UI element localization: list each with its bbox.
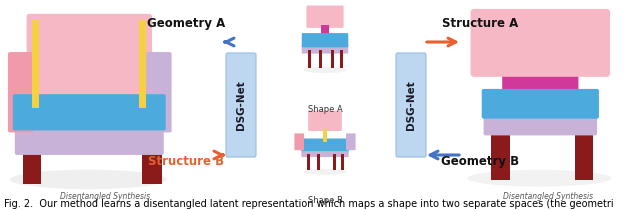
Bar	[321, 25, 329, 37]
Bar	[332, 50, 334, 68]
Text: Disentangled Synthesis: Disentangled Synthesis	[503, 192, 593, 201]
Bar	[317, 154, 319, 170]
Bar	[584, 129, 593, 180]
Text: Structure A: Structure A	[442, 17, 518, 30]
Bar	[22, 150, 35, 184]
FancyBboxPatch shape	[470, 9, 610, 77]
Bar	[340, 50, 343, 68]
FancyBboxPatch shape	[307, 5, 344, 28]
Text: Shape B: Shape B	[308, 196, 342, 205]
FancyBboxPatch shape	[502, 51, 579, 97]
FancyBboxPatch shape	[301, 43, 348, 54]
FancyBboxPatch shape	[301, 147, 349, 157]
Text: Shape A: Shape A	[308, 105, 342, 114]
Text: Fig. 2.  Our method learns a disentangled latent representation which maps a sha: Fig. 2. Our method learns a disentangled…	[4, 199, 614, 209]
Bar	[323, 129, 328, 142]
Bar	[142, 150, 154, 184]
FancyBboxPatch shape	[13, 94, 166, 130]
FancyBboxPatch shape	[396, 53, 426, 157]
FancyBboxPatch shape	[301, 33, 348, 47]
Ellipse shape	[467, 170, 611, 186]
Bar	[319, 50, 322, 68]
Bar	[29, 150, 41, 184]
Text: DSG-Net: DSG-Net	[236, 80, 246, 130]
Ellipse shape	[303, 67, 347, 73]
Bar	[491, 129, 500, 180]
FancyBboxPatch shape	[294, 133, 304, 150]
Bar	[140, 20, 146, 108]
Bar	[340, 154, 344, 170]
Bar	[575, 129, 584, 180]
Text: Geometry A: Geometry A	[147, 17, 225, 30]
FancyBboxPatch shape	[146, 52, 172, 132]
Bar	[500, 129, 509, 180]
Text: DSG-Net: DSG-Net	[406, 80, 416, 130]
Bar	[308, 50, 311, 68]
Bar	[333, 154, 337, 170]
FancyBboxPatch shape	[308, 111, 342, 131]
FancyBboxPatch shape	[8, 52, 33, 132]
Text: Geometry B: Geometry B	[441, 155, 519, 168]
FancyBboxPatch shape	[346, 133, 356, 150]
FancyBboxPatch shape	[226, 53, 256, 157]
FancyBboxPatch shape	[301, 139, 349, 151]
Bar	[150, 150, 162, 184]
Ellipse shape	[303, 169, 347, 175]
FancyBboxPatch shape	[482, 89, 599, 119]
Bar	[307, 154, 310, 170]
Ellipse shape	[10, 170, 166, 189]
FancyBboxPatch shape	[484, 111, 597, 135]
Bar	[33, 20, 39, 108]
Text: Structure B: Structure B	[148, 155, 224, 168]
FancyBboxPatch shape	[15, 123, 164, 155]
Text: Disentangled Synthesis: Disentangled Synthesis	[60, 192, 150, 201]
FancyBboxPatch shape	[27, 14, 152, 103]
